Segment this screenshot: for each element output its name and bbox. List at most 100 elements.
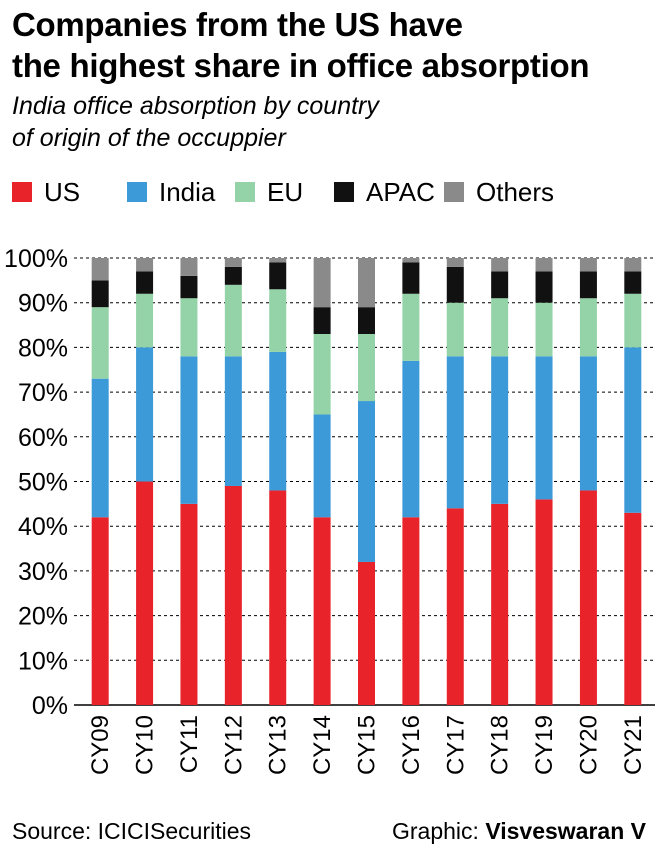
legend-swatch-india (127, 182, 147, 202)
bar-segment-others-cy19 (535, 258, 553, 272)
bar-segment-eu-cy20 (579, 298, 597, 357)
legend-label-india: India (159, 177, 216, 207)
bar-segment-eu-cy17 (446, 302, 464, 357)
bar-segment-others-cy14 (313, 258, 331, 308)
x-tick-label: CY13 (265, 715, 292, 775)
bar-segment-india-cy11 (180, 356, 198, 504)
bar-segment-india-cy21 (624, 347, 642, 513)
legend-item-us: US (12, 175, 80, 209)
legend-item-apac: APAC (334, 175, 435, 209)
chart-subtitle: India office absorption by country of or… (12, 90, 652, 154)
bar-segment-apac-cy09 (91, 280, 109, 308)
bar-segment-us-cy12 (224, 485, 242, 705)
bar-segment-india-cy09 (91, 378, 109, 518)
bar-segment-us-cy18 (491, 503, 509, 705)
legend-swatch-apac (334, 182, 354, 202)
chart-title-line-1: Companies from the US have (12, 6, 463, 43)
x-tick-label: CY18 (487, 715, 514, 775)
x-tick-label: CY09 (87, 715, 114, 775)
bar-segment-eu-cy19 (535, 302, 553, 357)
bar-segment-us-cy10 (136, 481, 154, 705)
bar-segment-eu-cy11 (180, 298, 198, 357)
bar-segment-others-cy15 (358, 258, 375, 308)
source-note: Source: ICICISecurities (12, 818, 252, 844)
bar-segment-us-cy20 (579, 490, 597, 705)
legend-swatch-us (12, 182, 32, 202)
legend-item-india: India (127, 175, 215, 209)
bar-segment-apac-cy11 (180, 275, 198, 299)
chart-title-line-2: the highest share in office absorption (12, 47, 590, 84)
y-tick-label: 80% (18, 334, 68, 362)
bar-segment-us-cy19 (535, 499, 553, 705)
y-tick-label: 10% (18, 647, 68, 675)
bar-segment-apac-cy10 (136, 271, 154, 294)
y-tick-label: 30% (18, 558, 68, 586)
bar-segment-eu-cy14 (313, 333, 331, 415)
bar-segment-us-cy14 (313, 517, 331, 705)
x-tick-label: CY15 (354, 715, 381, 775)
y-tick-label: 70% (18, 379, 68, 407)
bar-segment-others-cy09 (91, 258, 109, 281)
legend-swatch-others (444, 182, 464, 202)
bar-segment-apac-cy20 (579, 271, 597, 299)
bar-segment-us-cy11 (180, 503, 198, 705)
bar-segment-apac-cy13 (269, 262, 287, 290)
bar-segment-eu-cy15 (358, 333, 375, 402)
y-tick-label: 60% (18, 424, 68, 452)
bar-segment-us-cy15 (358, 561, 375, 705)
graphic-credit: Graphic: Visveswaran V (392, 816, 646, 846)
bar-segment-eu-cy16 (402, 293, 420, 361)
bar-segment-india-cy13 (269, 351, 287, 491)
graphic-credit-name: Visveswaran V (485, 818, 646, 844)
bar-segment-india-cy15 (358, 401, 375, 562)
bar-segment-us-cy21 (624, 512, 642, 705)
y-tick-label: 0% (32, 692, 68, 720)
x-tick-label: CY19 (531, 715, 558, 775)
x-tick-label: CY21 (620, 715, 647, 775)
bar-segment-apac-cy14 (313, 307, 331, 334)
bar-segment-eu-cy10 (136, 293, 154, 348)
bar-segment-us-cy09 (91, 517, 109, 705)
legend-item-others: Others (444, 175, 554, 209)
bar-segment-others-cy12 (224, 258, 242, 267)
x-tick-label: CY12 (220, 715, 247, 775)
y-tick-label: 40% (18, 513, 68, 541)
legend-label-others: Others (476, 177, 555, 207)
x-tick-label: CY14 (309, 715, 336, 775)
legend-label-eu: EU (267, 177, 304, 207)
graphic-credit-prefix: Graphic: (391, 818, 486, 844)
bar-segment-others-cy21 (624, 258, 642, 272)
x-tick-label: CY17 (442, 715, 469, 775)
bar-segment-others-cy20 (579, 258, 597, 272)
legend-item-eu: EU (235, 175, 303, 209)
legend-label-us: US (44, 177, 81, 207)
bar-segment-india-cy12 (224, 356, 242, 486)
bar-segment-india-cy20 (579, 356, 597, 491)
bar-segment-us-cy16 (402, 517, 420, 705)
y-tick-label: 90% (18, 290, 68, 318)
chart-subtitle-line-2: of origin of the occuppier (12, 124, 286, 152)
bar-segment-india-cy16 (402, 360, 420, 518)
bar-segment-india-cy17 (446, 356, 464, 509)
chart-title: Companies from the US have the highest s… (12, 4, 652, 86)
bar-segment-india-cy18 (491, 356, 509, 504)
bar-segment-india-cy19 (535, 356, 553, 500)
bar-segment-eu-cy18 (491, 298, 509, 357)
bar-segment-others-cy16 (402, 258, 420, 263)
y-tick-label: 20% (18, 603, 68, 631)
x-tick-label: CY11 (176, 715, 203, 773)
bar-segment-eu-cy13 (269, 289, 287, 352)
legend-swatch-eu (235, 182, 255, 202)
bar-segment-others-cy11 (180, 258, 198, 276)
y-tick-label: 100% (4, 245, 68, 273)
bar-segment-us-cy17 (446, 508, 464, 705)
x-tick-label: CY10 (132, 715, 159, 775)
x-tick-label: CY16 (398, 715, 425, 775)
bar-segment-india-cy14 (313, 414, 331, 518)
bar-segment-apac-cy18 (491, 271, 509, 299)
bar-segment-eu-cy12 (224, 284, 242, 357)
bar-segment-apac-cy15 (358, 307, 375, 334)
bar-segment-others-cy10 (136, 258, 154, 272)
chart-legend: US India EU APAC Others (12, 175, 652, 209)
bar-segment-others-cy13 (269, 258, 287, 263)
